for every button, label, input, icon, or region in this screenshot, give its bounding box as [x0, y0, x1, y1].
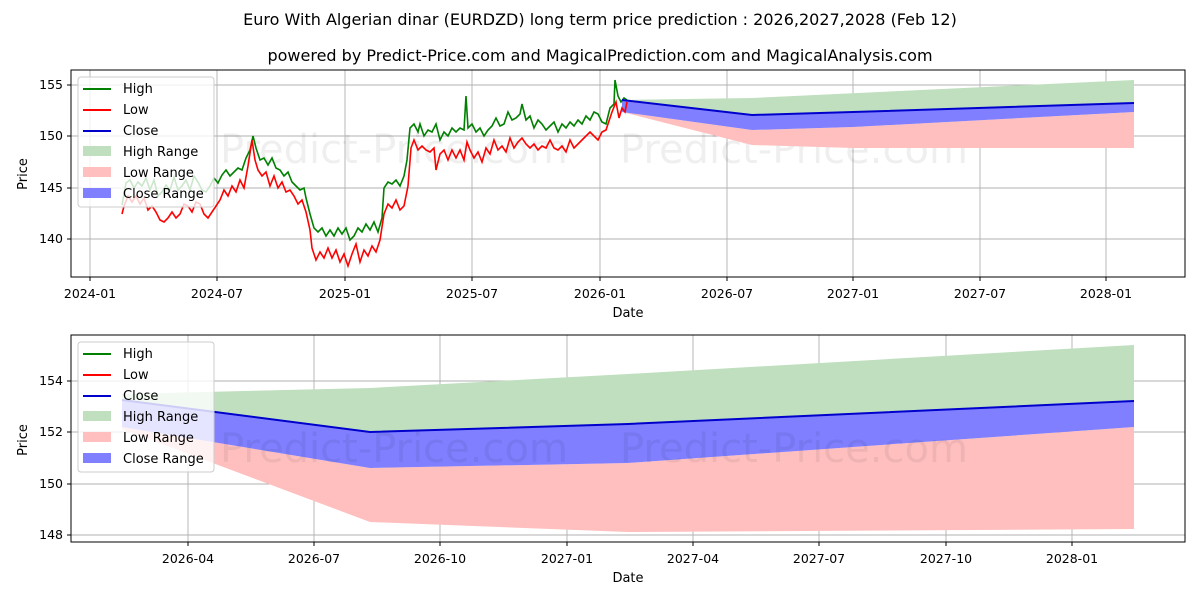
bottom-chart: Predict-Price.com Predict-Price.com 154 … — [16, 334, 1186, 586]
y-tick-label: 152 — [39, 424, 63, 439]
bottom-plot-frame — [70, 334, 1186, 543]
x-axis-label: Date — [612, 571, 643, 586]
top-chart: Predict-Price.com Predict-Price.com 155 … — [16, 69, 1186, 321]
x-tick-label: 2026-10 — [414, 551, 466, 566]
legend-low-range-patch-icon — [83, 167, 111, 177]
bottom-high-range-area — [122, 345, 1134, 432]
legend-label: Close — [123, 389, 158, 404]
x-tick-label: 2026-07 — [701, 286, 753, 301]
top-low-line — [121, 99, 628, 269]
legend-label: Low — [123, 103, 149, 118]
top-plot-frame — [70, 69, 1186, 278]
bottom-close-line — [121, 399, 1135, 434]
chart-title: Euro With Algerian dinar (EURDZD) long t… — [243, 10, 957, 29]
x-tick-label: 2026-07 — [288, 551, 340, 566]
legend-label: High — [123, 82, 153, 97]
x-axis-label: Date — [612, 306, 643, 321]
x-tick-label: 2025-01 — [319, 286, 371, 301]
x-tick-label: 2026-04 — [162, 551, 214, 566]
legend-close-range-patch-icon — [83, 188, 111, 198]
bottom-legend: High Low Close High Range Low Range Clos… — [77, 341, 215, 473]
legend-label: Close Range — [123, 187, 204, 202]
watermark: Predict-Price.com — [220, 127, 568, 173]
top-low-range-area — [622, 112, 1134, 148]
legend-label: Close Range — [123, 452, 204, 467]
x-tick-label: 2027-07 — [954, 286, 1006, 301]
x-tick-label: 2028-01 — [1080, 286, 1132, 301]
legend-label: High Range — [123, 145, 198, 160]
y-tick-label: 148 — [39, 527, 63, 542]
legend-label: Low Range — [123, 431, 194, 446]
bottom-close-range-area — [122, 400, 1134, 468]
x-tick-label: 2027-07 — [793, 551, 845, 566]
legend-label: Close — [123, 124, 158, 139]
x-tick-label: 2027-01 — [541, 551, 593, 566]
top-close-range-area — [622, 101, 1134, 130]
y-tick-label: 154 — [39, 373, 63, 388]
chart-subtitle: powered by Predict-Price.com and Magical… — [267, 46, 933, 65]
legend-high-range-patch-icon — [83, 146, 111, 156]
watermark: Predict-Price.com — [220, 426, 568, 472]
top-x-axis — [89, 277, 1107, 281]
x-tick-label: 2028-01 — [1046, 551, 1098, 566]
top-y-axis — [67, 84, 71, 240]
x-tick-label: 2024-01 — [64, 286, 116, 301]
top-legend: High Low Close High Range Low Range Clos… — [77, 76, 215, 208]
legend-label: Low Range — [123, 166, 194, 181]
bottom-low-range-area — [122, 427, 1134, 532]
x-tick-label: 2027-10 — [920, 551, 972, 566]
legend-label: High — [123, 347, 153, 362]
x-tick-label: 2025-07 — [446, 286, 498, 301]
bottom-x-axis — [187, 542, 1073, 546]
x-tick-label: 2024-07 — [191, 286, 243, 301]
legend-close-range-patch-icon — [83, 453, 111, 463]
y-axis-label: Price — [16, 424, 31, 456]
y-tick-label: 150 — [39, 476, 63, 491]
x-tick-label: 2026-01 — [574, 286, 626, 301]
legend-low-range-patch-icon — [83, 432, 111, 442]
y-tick-label: 145 — [39, 180, 63, 195]
x-tick-label: 2027-01 — [827, 286, 879, 301]
y-tick-label: 150 — [39, 128, 63, 143]
y-tick-label: 140 — [39, 231, 63, 246]
top-close-line — [621, 99, 1135, 117]
y-tick-label: 155 — [39, 77, 63, 92]
y-axis-label: Price — [16, 158, 31, 190]
top-grid — [71, 70, 1185, 277]
legend-label: High Range — [123, 410, 198, 425]
watermark: Predict-Price.com — [620, 426, 968, 472]
legend-label: Low — [123, 368, 149, 383]
x-tick-label: 2027-04 — [667, 551, 719, 566]
legend-high-range-patch-icon — [83, 411, 111, 421]
bottom-y-axis — [67, 380, 71, 536]
